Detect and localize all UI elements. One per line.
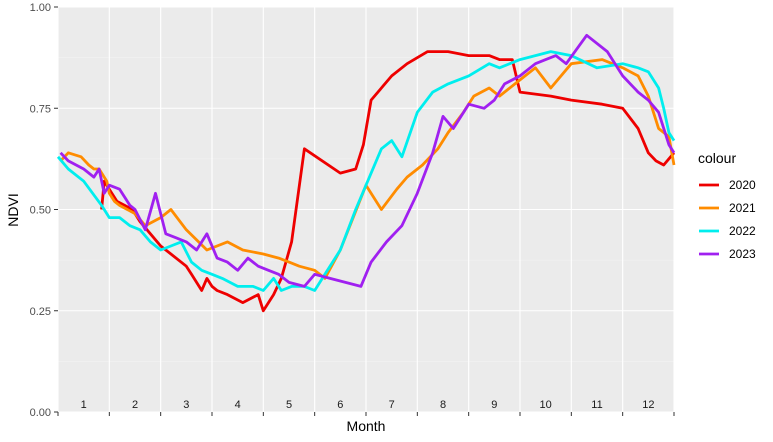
legend-label-2022: 2022: [729, 224, 756, 238]
y-tick-label: 0.25: [30, 306, 51, 318]
series-line-2020: [100, 50, 676, 313]
month-label: 12: [642, 399, 654, 411]
legend-label-2021: 2021: [729, 201, 756, 215]
legend-label-2020: 2020: [729, 178, 756, 192]
month-label: 3: [183, 399, 189, 411]
y-tick-label: 0.75: [30, 103, 51, 115]
month-label: 4: [235, 399, 241, 411]
legend-title: colour: [698, 150, 736, 166]
month-label: 2: [132, 399, 138, 411]
month-label: 6: [337, 399, 343, 411]
legend-label-2023: 2023: [729, 247, 756, 261]
y-axis-title: NDVI: [5, 193, 21, 226]
month-label: 8: [440, 399, 446, 411]
y-tick-label: 0.00: [30, 407, 51, 419]
y-axis: 0.00 0.25 0.50 0.75 1.00: [30, 2, 58, 419]
x-axis: [57, 412, 675, 416]
series-line-2023: [59, 33, 676, 288]
month-label: 10: [540, 399, 552, 411]
y-tick-label: 1.00: [30, 2, 51, 14]
month-label: 7: [389, 399, 395, 411]
month-label: 1: [81, 399, 87, 411]
series-lines: [56, 33, 676, 313]
y-tick-label: 0.50: [30, 205, 51, 217]
x-axis-title: Month: [347, 418, 386, 434]
month-label: 9: [491, 399, 497, 411]
legend: colour 2020 2021 2022 2023: [698, 150, 756, 261]
month-label: 5: [286, 399, 292, 411]
month-labels: 1 2 3 4 5 6 7 8 9 10 11 12: [81, 399, 655, 411]
month-label: 11: [591, 399, 602, 411]
